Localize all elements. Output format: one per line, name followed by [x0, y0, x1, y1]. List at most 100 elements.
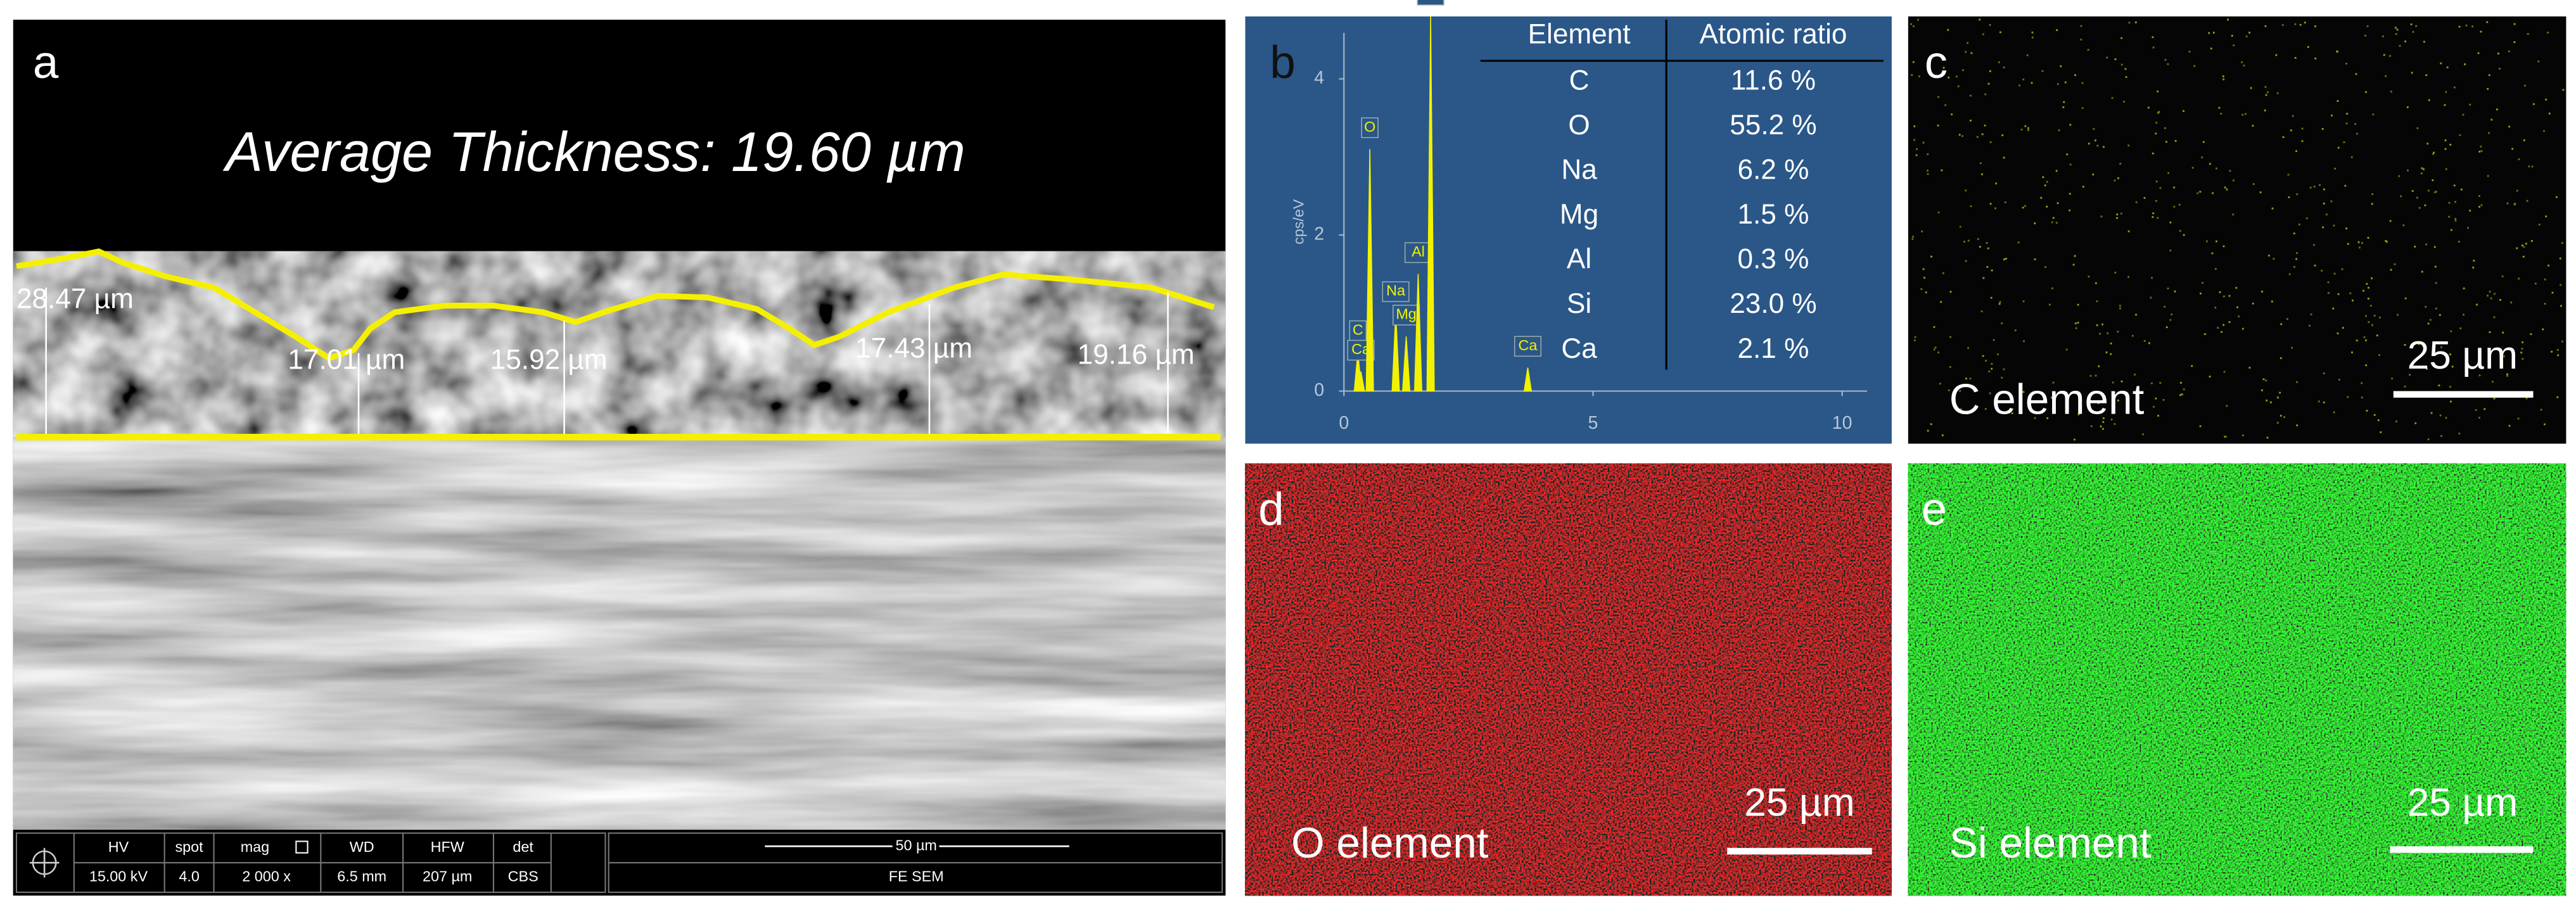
noise-dot — [2042, 176, 2044, 179]
noise-dot — [2077, 303, 2079, 306]
noise-dot — [2179, 394, 2181, 396]
noise-dot — [2069, 163, 2072, 166]
noise-dot — [2155, 397, 2157, 400]
noise-dot — [2044, 184, 2046, 187]
noise-dot — [2378, 316, 2381, 319]
noise-dot — [2093, 128, 2095, 130]
noise-dot — [2477, 52, 2480, 54]
noise-dot — [2435, 191, 2437, 193]
noise-dot — [2561, 242, 2563, 244]
noise-dot — [2458, 25, 2461, 28]
noise-dot — [2404, 40, 2407, 42]
noise-dot — [2096, 144, 2099, 147]
noise-dot — [2397, 314, 2399, 316]
noise-dot — [1980, 310, 1983, 313]
noise-dot — [2454, 219, 2457, 222]
noise-dot — [2183, 234, 2185, 236]
noise-dot — [2525, 243, 2527, 245]
noise-dot — [2516, 189, 2518, 192]
noise-dot — [2547, 31, 2549, 34]
noise-dot — [2080, 25, 2082, 27]
noise-dot — [2100, 425, 2102, 428]
noise-dot — [2511, 148, 2514, 150]
noise-dot — [2116, 213, 2119, 215]
noise-dot — [2561, 340, 2563, 343]
noise-dot — [2416, 127, 2419, 129]
noise-dot — [2365, 339, 2367, 341]
noise-dot — [2248, 32, 2251, 34]
noise-dot — [2557, 354, 2560, 357]
noise-dot — [2480, 145, 2482, 148]
table-header: Element — [1528, 19, 1631, 50]
noise-dot — [2226, 405, 2228, 407]
spectrum-peak — [1523, 367, 1533, 392]
coating — [13, 251, 1226, 438]
table-cell: O — [1568, 110, 1590, 141]
panel-label: e — [1922, 484, 1947, 535]
noise-dot — [2235, 287, 2238, 289]
noise-dot — [2097, 402, 2100, 405]
noise-dot — [2363, 336, 2366, 338]
noise-dot — [1965, 51, 1967, 53]
noise-dot — [2345, 227, 2348, 230]
noise-dot — [2395, 33, 2397, 35]
noise-dot — [2350, 156, 2353, 158]
noise-dot — [2252, 183, 2255, 186]
noise-dot — [2499, 299, 2501, 301]
noise-dot — [2128, 22, 2131, 24]
noise-dot — [2486, 21, 2489, 23]
noise-dot — [1916, 148, 1918, 150]
noise-dot — [2069, 124, 2072, 126]
noise-dot — [2343, 141, 2345, 143]
noise-dot — [2301, 140, 2304, 142]
noise-dot — [1944, 104, 1947, 106]
noise-dot — [2462, 113, 2464, 116]
peak-label-box — [1393, 305, 1420, 326]
y-axis-label: cps/eV — [1290, 199, 1306, 244]
noise-dot — [2034, 258, 2036, 260]
noise-dot — [2410, 23, 2413, 25]
noise-dot — [2228, 294, 2231, 297]
noise-dot — [1967, 42, 1969, 44]
noise-dot — [2395, 421, 2397, 422]
noise-dot — [2261, 291, 2264, 293]
noise-dot — [2296, 193, 2299, 196]
thickness-label: 28.47 µm — [16, 283, 134, 314]
noise-dot — [1987, 82, 1990, 85]
noise-dot — [2214, 268, 2217, 270]
noise-dot — [2309, 324, 2311, 327]
noise-dot — [2216, 167, 2217, 170]
noise-dot — [2222, 324, 2225, 326]
noise-dot — [2501, 275, 2504, 277]
noise-dot — [1965, 377, 1967, 380]
noise-dot — [1939, 383, 1941, 385]
noise-dot — [2463, 314, 2464, 316]
noise-dot — [2280, 415, 2282, 417]
panel-background — [1245, 463, 1892, 896]
spectrum-peak — [1426, 16, 1435, 392]
noise-dot — [2341, 268, 2343, 270]
noise-dot — [2099, 332, 2101, 335]
noise-dot — [2366, 282, 2368, 285]
noise-dot — [2245, 35, 2248, 38]
noise-dot — [1927, 153, 1929, 155]
noise-dot — [2398, 175, 2401, 177]
noise-dot — [2342, 327, 2344, 329]
noise-dot — [2513, 23, 2516, 25]
noise-dot — [2378, 354, 2380, 356]
noise-dot — [2101, 428, 2104, 430]
table-cell: 0.3 % — [1738, 244, 1809, 275]
noise-dot — [2319, 184, 2321, 186]
noise-dot — [2394, 263, 2396, 265]
noise-dot — [1918, 75, 1920, 77]
noise-dot — [2208, 32, 2210, 34]
noise-dot — [2533, 103, 2535, 105]
noise-dot — [2373, 414, 2376, 416]
noise-dot — [1970, 119, 1972, 122]
noise-dot — [1984, 93, 1987, 96]
noise-dot — [2188, 51, 2191, 53]
noise-dot — [2155, 122, 2158, 124]
noise-dot — [2152, 46, 2155, 49]
noise-dot — [2371, 324, 2373, 326]
table-cell: 1.5 % — [1738, 199, 1809, 230]
